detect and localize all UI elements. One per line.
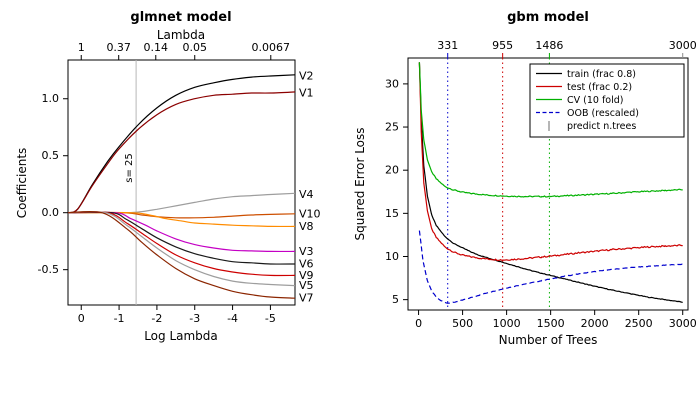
series-label-V10: V10 xyxy=(299,207,321,220)
tick-label: 0.5 xyxy=(42,149,60,162)
tick-label: 25 xyxy=(385,121,399,134)
series-line-V6 xyxy=(67,211,296,265)
series-line-cv xyxy=(418,62,683,198)
s-value-label: s= 25 xyxy=(124,153,135,183)
gbm-plot-area: 331 955 1486 3000 0 500 1000 1500 2000 2500 3000 5 1… xyxy=(385,39,697,330)
series-label-V3: V3 xyxy=(299,245,314,258)
tick-label: -0.5 xyxy=(38,263,59,276)
series-line-V4 xyxy=(67,192,296,214)
tick-label: 1500 xyxy=(537,317,565,330)
series-line-V1 xyxy=(67,91,296,214)
tick-label: 2000 xyxy=(581,317,609,330)
series-label-V7: V7 xyxy=(299,292,314,305)
tick-label: -3 xyxy=(189,312,200,325)
series-line-test xyxy=(418,62,683,262)
tick-label: 0.0067 xyxy=(252,41,291,54)
legend: train (frac 0.8) test (frac 0.2) CV (10 fo… xyxy=(529,63,685,138)
tick-label: 1.0 xyxy=(42,92,60,105)
legend-label: train (frac 0.8) xyxy=(567,69,636,80)
series-line-V3 xyxy=(67,211,296,253)
glmnet-x-axis-label: Log Lambda xyxy=(144,329,218,343)
glmnet-plot-area: 1 0.37 0.14 0.05 0.0067 0 -1 -2 -3 -4 -5 -0.5 0.0 0.5… xyxy=(38,41,321,325)
series-line-train xyxy=(418,62,683,303)
tick-label: 10 xyxy=(385,250,399,263)
x-axis: 0 -1 -2 -3 -4 -5 xyxy=(78,305,276,325)
tick-label: 15 xyxy=(385,207,399,220)
tick-label: 1000 xyxy=(493,317,521,330)
tick-label: 1486 xyxy=(535,39,563,52)
tick-label: 0.0 xyxy=(42,206,60,219)
tick-label: 0 xyxy=(78,312,85,325)
series-line-V5 xyxy=(67,211,296,287)
glmnet-y-axis-label: Coefficients xyxy=(15,148,29,219)
tick-label: -1 xyxy=(114,312,125,325)
gbm-title: gbm model xyxy=(507,10,589,25)
tick-label: 5 xyxy=(392,293,399,306)
tick-label: -4 xyxy=(227,312,238,325)
glmnet-chart: glmnet model Lambda Log Lambda Coefficie… xyxy=(15,10,321,343)
plot-frame xyxy=(67,59,296,306)
series-label-V1: V1 xyxy=(299,87,314,100)
tick-label: 20 xyxy=(385,164,399,177)
series-line-V8 xyxy=(67,211,296,228)
error-curves xyxy=(418,62,683,304)
legend-label: OOB (rescaled) xyxy=(567,108,639,119)
y-axis: -0.5 0.0 0.5 1.0 xyxy=(38,92,68,276)
tick-label: 1 xyxy=(78,41,85,54)
tick-label: 30 xyxy=(385,77,399,90)
tick-label: 955 xyxy=(492,39,513,52)
series-line-V9 xyxy=(67,211,296,277)
series-line-V10 xyxy=(67,211,296,219)
gbm-chart: gbm model Number of Trees Squared Error … xyxy=(353,10,697,347)
tick-label: 3000 xyxy=(669,39,697,52)
tick-label: 0.05 xyxy=(182,41,207,54)
series-label-V9: V9 xyxy=(299,269,314,282)
tick-label: -2 xyxy=(151,312,162,325)
series-line-oob xyxy=(418,230,683,304)
gbm-y-axis-label: Squared Error Loss xyxy=(353,127,367,240)
tick-label: 331 xyxy=(437,39,458,52)
legend-label: test (frac 0.2) xyxy=(567,82,632,93)
plot-frame xyxy=(407,57,689,311)
glmnet-title: glmnet model xyxy=(130,10,231,25)
series-line-V2 xyxy=(67,74,296,214)
glmnet-top-axis-label: Lambda xyxy=(157,28,205,42)
gbm-x-axis-label: Number of Trees xyxy=(499,333,598,347)
series-label-V5: V5 xyxy=(299,279,314,292)
x-axis: 0 500 1000 1500 2000 2500 3000 xyxy=(415,310,697,330)
tick-label: 0 xyxy=(415,317,422,330)
tick-label: 500 xyxy=(452,317,473,330)
lambda-top-axis: 1 0.37 0.14 0.05 0.0067 xyxy=(78,41,290,60)
legend-box xyxy=(529,63,685,138)
legend-label: predict n.trees xyxy=(567,121,636,132)
legend-label: CV (10 fold) xyxy=(567,95,624,106)
best-iteration-top-axis: 331 955 1486 3000 xyxy=(437,39,697,58)
tick-label: 0.37 xyxy=(106,41,131,54)
series-label-V4: V4 xyxy=(299,188,314,201)
coefficient-paths xyxy=(67,74,296,299)
y-axis: 5 10 15 20 25 30 xyxy=(385,77,408,306)
series-label-V6: V6 xyxy=(299,257,314,270)
series-line-V7 xyxy=(67,210,296,299)
tick-label: 2500 xyxy=(625,317,653,330)
tick-label: 3000 xyxy=(669,317,697,330)
tick-label: 0.14 xyxy=(144,41,169,54)
series-label-V8: V8 xyxy=(299,220,314,233)
series-label-V2: V2 xyxy=(299,69,314,82)
tick-label: -5 xyxy=(265,312,276,325)
